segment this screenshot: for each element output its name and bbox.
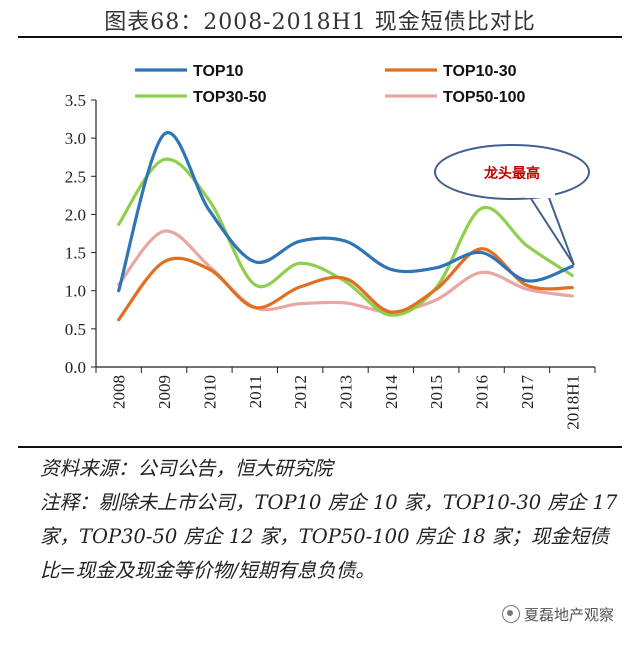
legend-label: TOP30-50 <box>193 89 267 106</box>
watermark-text: 夏磊地产观察 <box>523 606 614 624</box>
series-line-top10 <box>117 131 574 293</box>
callout: 龙头最高 <box>434 144 590 266</box>
notes: 资料来源：公司公告，恒大研究院 注释：剔除未上市公司，TOP10 房企 10 家… <box>40 452 620 588</box>
y-tick-label: 1.0 <box>65 282 86 301</box>
y-tick-label: 2.0 <box>65 205 86 224</box>
legend: TOP10 TOP10-30 TOP30-50 TOP50-100 <box>135 63 526 106</box>
x-tick-label: 2015 <box>427 375 446 409</box>
x-tick-label: 2018H1 <box>563 375 582 430</box>
remark-note: 注释：剔除未上市公司，TOP10 房企 10 家，TOP10-30 房企 17 … <box>40 491 618 582</box>
x-tick-label: 2011 <box>246 375 265 408</box>
y-tick-label: 2.5 <box>65 167 86 186</box>
y-tick-label: 3.0 <box>65 129 86 148</box>
legend-label: TOP10 <box>193 63 244 80</box>
x-tick-label: 2010 <box>200 375 219 409</box>
wechat-icon <box>501 605 520 623</box>
y-tick-label: 0.5 <box>65 320 86 339</box>
line-chart: TOP10 TOP10-30 TOP30-50 TOP50-100 0.0 0.5 1.0… <box>65 63 596 430</box>
chart-title: 图表68：2008-2018H1 现金短债比对比 <box>104 10 536 35</box>
callout-seam <box>525 186 555 198</box>
source-note: 资料来源：公司公告，恒大研究院 <box>40 457 333 480</box>
legend-label: TOP10-30 <box>443 63 517 80</box>
series-line-top50-100 <box>117 229 574 314</box>
x-tick-label: 2017 <box>518 375 537 410</box>
x-tick-label: 2016 <box>473 375 492 409</box>
x-tick-label: 2009 <box>155 375 174 409</box>
x-tick-label: 2013 <box>337 375 356 409</box>
x-tick-label: 2008 <box>110 375 129 409</box>
axes: 0.0 0.5 1.0 1.5 2.0 2.5 3.0 3.5 2008 2009 2010 2011… <box>65 91 596 430</box>
bottom-rule <box>18 446 622 448</box>
top-rule <box>18 36 622 38</box>
series-lines <box>117 131 574 322</box>
watermark: 夏磊地产观察 <box>497 604 618 625</box>
series-line-top30-50 <box>117 157 574 317</box>
series-line-top10-30 <box>117 247 574 322</box>
y-tick-label: 0.0 <box>65 358 86 377</box>
callout-text: 龙头最高 <box>483 165 540 182</box>
y-tick-label: 3.5 <box>65 91 86 110</box>
x-tick-label: 2012 <box>291 375 310 409</box>
legend-label: TOP50-100 <box>443 89 526 106</box>
x-tick-label: 2014 <box>382 375 401 410</box>
callout-bubble <box>434 144 590 200</box>
y-tick-label: 1.5 <box>65 244 86 263</box>
